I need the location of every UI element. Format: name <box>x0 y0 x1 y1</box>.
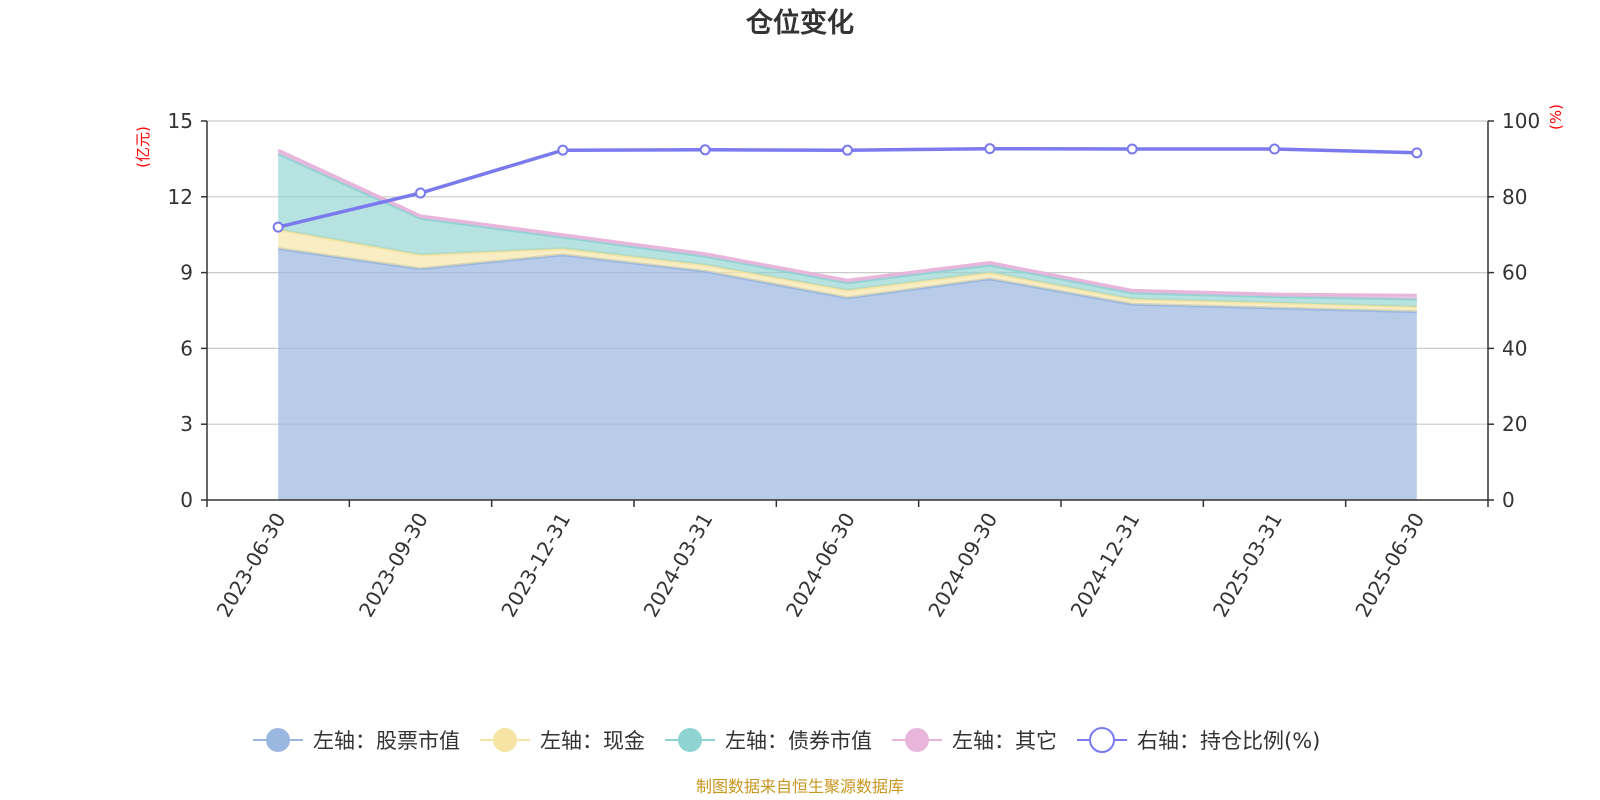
legend-marker-icon <box>678 728 702 752</box>
position-ratio-point <box>272 221 284 233</box>
position-ratio-point <box>415 187 426 199</box>
area-edge-4 <box>277 148 1417 297</box>
area-fill-1 <box>278 248 1417 500</box>
legend-item: 左轴：现金 <box>480 728 645 753</box>
right-axis-tick-label: 20 <box>1502 412 1527 436</box>
legend-label: 左轴：现金 <box>540 729 645 753</box>
x-axis-tick-label: 2024-03-31 <box>639 509 718 622</box>
right-axis-tick-label: 60 <box>1502 261 1527 285</box>
position-ratio-point <box>1411 147 1423 159</box>
line-series <box>272 143 1423 233</box>
source-note: 制图数据来自恒生聚源数据库 <box>696 777 904 796</box>
legend-label: 左轴：债券市值 <box>725 729 872 753</box>
legend-label: 左轴：其它 <box>952 729 1057 753</box>
legend-marker-icon <box>1089 727 1115 753</box>
legend-label: 左轴：股票市值 <box>313 729 460 753</box>
area-fill-2 <box>278 229 1417 312</box>
area-series <box>277 148 1417 500</box>
legend-item: 左轴：其它 <box>892 728 1057 753</box>
left-axis-unit: (亿元) <box>134 126 152 168</box>
position-ratio-point <box>1269 143 1280 155</box>
x-axis-tick-label: 2025-03-31 <box>1208 509 1287 622</box>
x-axis-tick-label: 2025-06-30 <box>1350 509 1429 622</box>
left-axis-tick-label: 3 <box>180 412 193 436</box>
x-axis-tick-label: 2023-12-31 <box>496 509 575 622</box>
position-ratio-line <box>277 146 1417 229</box>
right-axis-tick-label: 80 <box>1502 185 1527 209</box>
legend-item: 右轴：持仓比例(%) <box>1077 727 1320 753</box>
x-axis-tick-label: 2023-09-30 <box>354 509 433 622</box>
legend-marker-icon <box>266 728 290 752</box>
position-ratio-point <box>842 144 853 156</box>
x-axis-tick-label: 2023-06-30 <box>212 509 291 622</box>
x-axis-tick-label: 2024-09-30 <box>923 508 1002 621</box>
position-ratio-point <box>557 144 569 156</box>
chart-title: 仓位变化 <box>745 7 854 39</box>
left-axis-tick-label: 12 <box>168 185 193 209</box>
left-axis-tick-label: 0 <box>180 488 193 512</box>
legend-marker-icon <box>905 728 929 752</box>
right-axis-unit: (%) <box>1547 104 1565 130</box>
legend-item: 左轴：债券市值 <box>665 728 872 753</box>
position-ratio-point <box>699 144 711 156</box>
left-axis-tick-label: 9 <box>180 261 193 285</box>
position-ratio-point <box>1126 143 1138 155</box>
x-axis-tick-label: 2024-06-30 <box>781 509 860 622</box>
x-axis-tick-label: 2024-12-31 <box>1066 509 1145 622</box>
right-axis-tick-label: 100 <box>1502 109 1540 133</box>
position-ratio-point <box>984 143 996 155</box>
left-axis-tick-label: 6 <box>180 336 193 360</box>
legend-marker-icon <box>493 728 517 752</box>
legend-label: 右轴：持仓比例(%) <box>1137 729 1320 753</box>
legend-item: 左轴：股票市值 <box>253 728 460 753</box>
legend: 左轴：股票市值 左轴：现金 左轴：债券市值 左轴：其它 右轴：持仓比例(%) <box>253 727 1320 753</box>
right-axis-tick-label: 40 <box>1502 336 1527 360</box>
left-axis-tick-label: 15 <box>168 109 193 133</box>
right-axis-tick-label: 0 <box>1502 488 1515 512</box>
